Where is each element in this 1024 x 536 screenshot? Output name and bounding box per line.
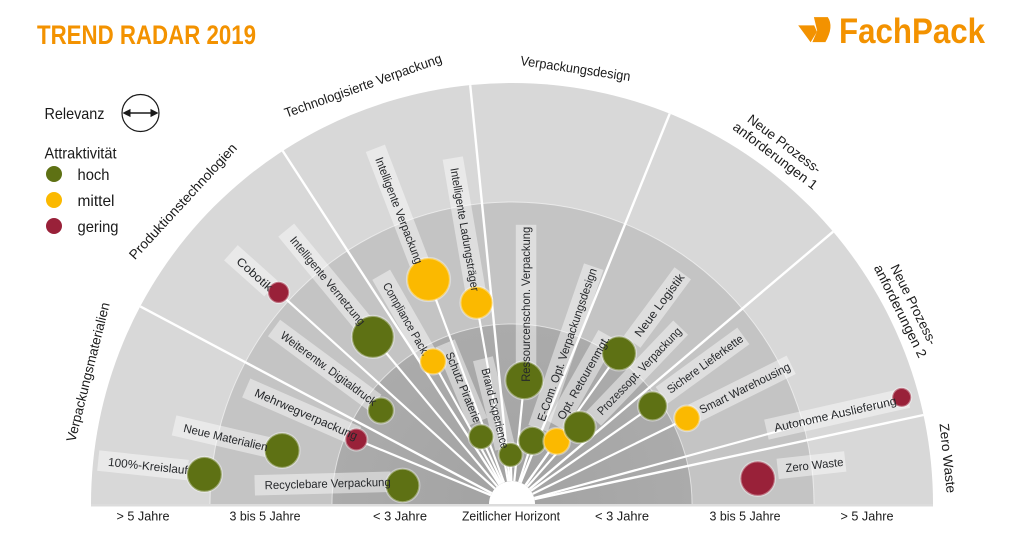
svg-text:FachPack: FachPack (839, 12, 985, 51)
svg-text:> 5 Jahre: > 5 Jahre (117, 509, 170, 524)
svg-text:> 5 Jahre: > 5 Jahre (841, 509, 894, 524)
svg-text:TREND RADAR 2019: TREND RADAR 2019 (37, 20, 256, 50)
svg-text:Zeitlicher Horizont: Zeitlicher Horizont (462, 509, 560, 524)
svg-text:3 bis 5 Jahre: 3 bis 5 Jahre (710, 509, 781, 524)
svg-text:gering: gering (78, 219, 119, 236)
svg-text:< 3 Jahre: < 3 Jahre (373, 509, 427, 524)
svg-text:Ressourcenschon. Verpackung: Ressourcenschon. Verpackung (520, 227, 533, 382)
svg-text:Relevanz: Relevanz (45, 106, 105, 123)
svg-text:Zero Waste: Zero Waste (936, 423, 958, 494)
svg-text:< 3 Jahre: < 3 Jahre (595, 509, 649, 524)
svg-text:Recyclebare Verpackung: Recyclebare Verpackung (265, 476, 391, 492)
svg-text:Zero Waste: Zero Waste (785, 456, 844, 475)
svg-text:3 bis 5 Jahre: 3 bis 5 Jahre (230, 509, 301, 524)
svg-text:mittel: mittel (78, 193, 115, 210)
svg-text:Attraktivität: Attraktivität (45, 146, 117, 163)
svg-text:hoch: hoch (78, 167, 110, 184)
